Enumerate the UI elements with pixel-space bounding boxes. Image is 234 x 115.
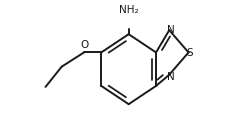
Text: S: S xyxy=(186,48,193,58)
Text: N: N xyxy=(167,25,175,35)
Text: NH₂: NH₂ xyxy=(119,5,139,15)
Text: N: N xyxy=(167,71,175,81)
Text: O: O xyxy=(80,40,88,50)
